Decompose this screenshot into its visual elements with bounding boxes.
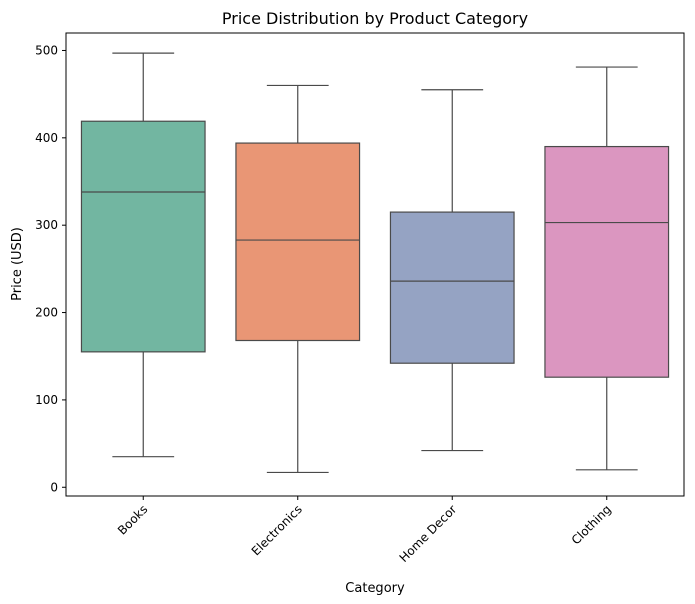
chart-title: Price Distribution by Product Category (222, 9, 528, 28)
y-tick-label: 300 (35, 218, 58, 232)
y-tick-label: 100 (35, 393, 58, 407)
x-tick-label: Books (115, 502, 150, 537)
y-axis: 0 100 200 300 400 500 (35, 43, 66, 494)
box-iqr (544, 145, 670, 378)
box-iqr (235, 142, 361, 342)
box-clothing (544, 66, 670, 471)
box-books (80, 52, 206, 458)
box-home-decor (389, 89, 515, 452)
x-tick-label: Electronics (249, 502, 305, 558)
plot-frame (65, 32, 685, 497)
y-axis-label: Price (USD) (10, 227, 25, 301)
box-iqr (80, 120, 206, 353)
x-tick-label: Clothing (569, 502, 614, 547)
y-tick-label: 200 (35, 306, 58, 320)
x-axis-label: Category (345, 581, 405, 596)
y-tick-label: 400 (35, 131, 58, 145)
y-tick-label: 0 (50, 480, 58, 494)
boxes-layer (80, 52, 670, 474)
box-electronics (235, 84, 361, 474)
box-iqr (389, 211, 515, 364)
y-tick-label: 500 (35, 43, 58, 57)
x-tick-label: Home Decor (397, 502, 460, 565)
x-axis: Books Electronics Home Decor Clothing (115, 496, 614, 565)
